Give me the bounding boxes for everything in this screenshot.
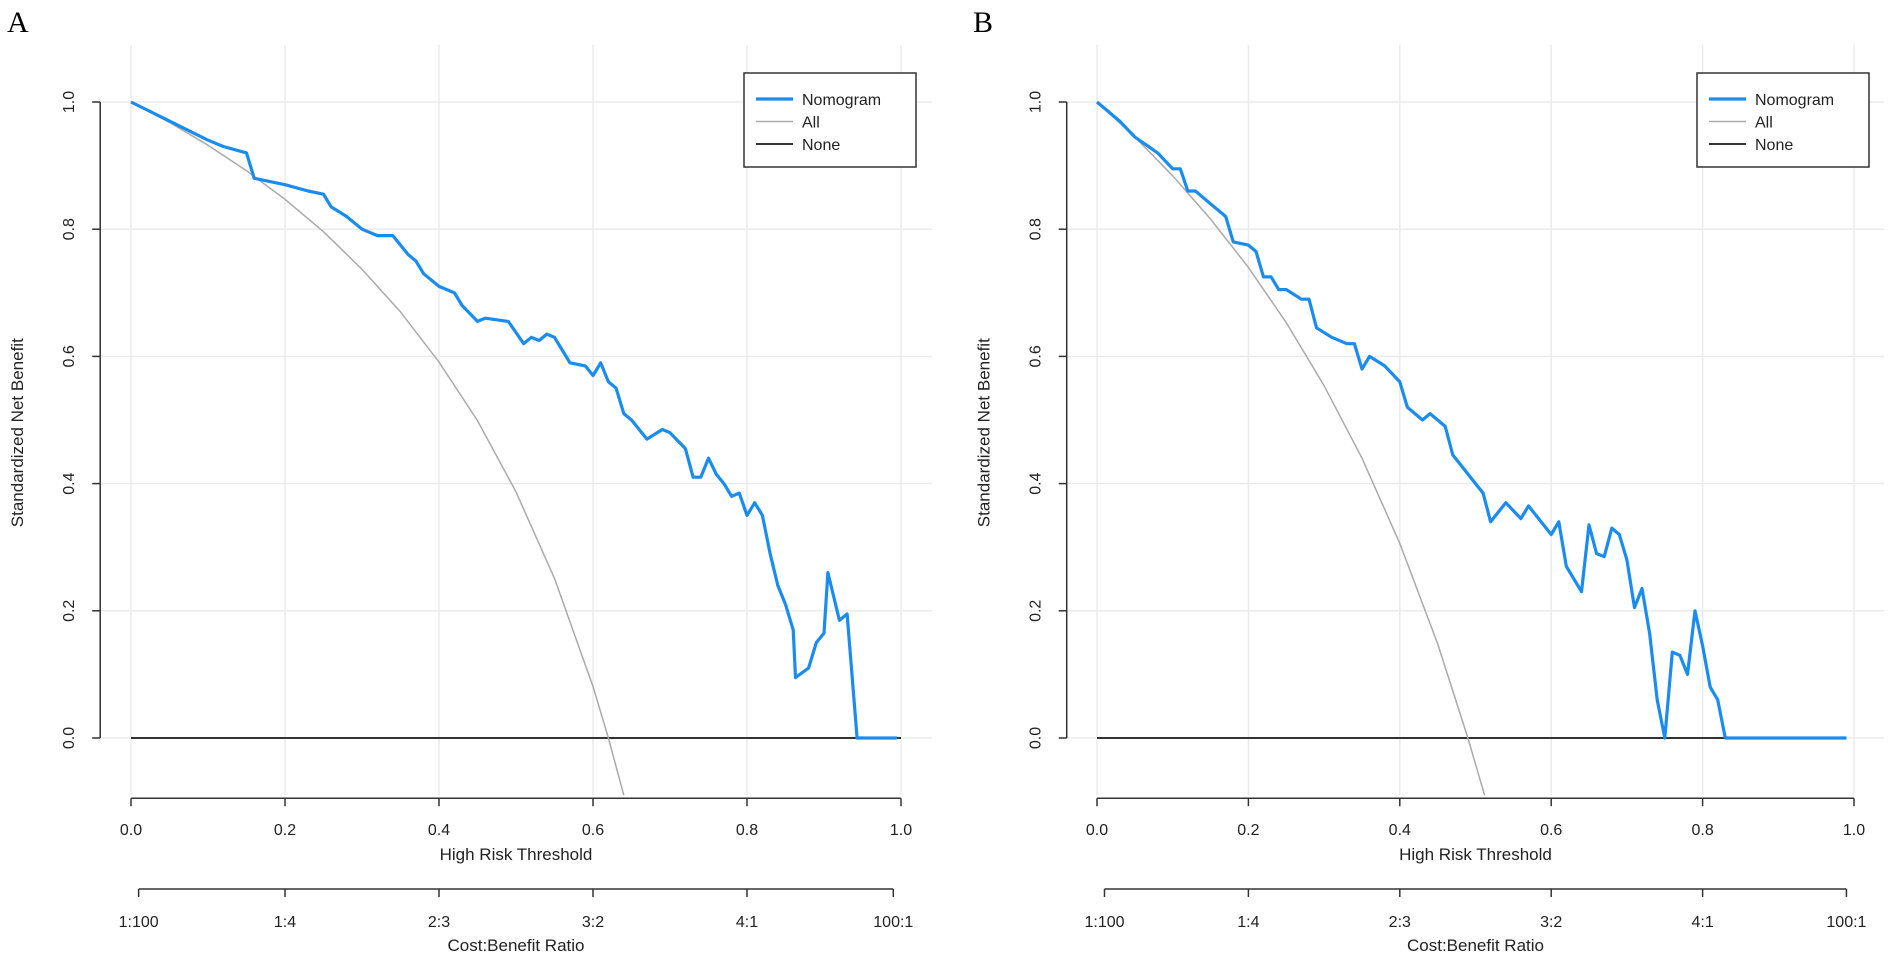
cost-benefit-tick-label: 100:1 bbox=[873, 914, 913, 931]
x-tick-label: 0.4 bbox=[1389, 822, 1411, 839]
x-tick-label: 0.2 bbox=[274, 822, 296, 839]
panel-a: A 0.0 0.2 0.4 0.6 0.8 1.0 Standardized Net Bene… bbox=[7, 6, 932, 955]
legend-box bbox=[1696, 72, 1870, 168]
y-tick-label: 0.6 bbox=[1028, 345, 1045, 367]
panel-b: B 0.0 0.2 0.4 0.6 0.8 1.0 Standardized Net Bene… bbox=[973, 6, 1885, 955]
cost-benefit-tick-label: 2:3 bbox=[428, 914, 450, 931]
y-axis-title: Standardized Net Benefit bbox=[975, 338, 994, 527]
legend-label-nomogram: Nomogram bbox=[1755, 92, 1834, 109]
y-tick-label: 0.2 bbox=[1028, 600, 1045, 622]
x-tick-label: 0.6 bbox=[1540, 822, 1562, 839]
legend-label-all: All bbox=[802, 115, 820, 132]
x-tick-label: 0.8 bbox=[736, 822, 758, 839]
legend-box bbox=[743, 72, 917, 168]
y-tick-label: 0.4 bbox=[61, 472, 78, 494]
y-tick-label: 0.6 bbox=[61, 345, 78, 367]
y-tick-label: 1.0 bbox=[1028, 91, 1045, 113]
cost-benefit-tick-label: 4:1 bbox=[1691, 914, 1713, 931]
series-line-all bbox=[130, 101, 625, 796]
y-tick-label: 0.8 bbox=[1028, 218, 1045, 240]
legend-label-none: None bbox=[802, 137, 840, 154]
x-tick-label: 0.8 bbox=[1691, 822, 1713, 839]
x-tick-label: 0.0 bbox=[1086, 822, 1108, 839]
cost-benefit-tick-label: 100:1 bbox=[1826, 914, 1866, 931]
x-tick-label: 0.4 bbox=[428, 822, 450, 839]
cost-benefit-tick-label: 3:2 bbox=[1540, 914, 1562, 931]
x-tick-label: 0.6 bbox=[582, 822, 604, 839]
legend-label-all: All bbox=[1755, 115, 1773, 132]
cost-benefit-axis-title: Cost:Benefit Ratio bbox=[447, 936, 584, 955]
cost-benefit-tick-label: 3:2 bbox=[582, 914, 604, 931]
legend-label-nomogram: Nomogram bbox=[802, 92, 881, 109]
cost-benefit-tick-label: 1:4 bbox=[274, 914, 296, 931]
y-tick-label: 1.0 bbox=[61, 91, 78, 113]
y-tick-label: 0.0 bbox=[1028, 727, 1045, 749]
x-tick-label: 0.0 bbox=[120, 822, 142, 839]
x-tick-label: 1.0 bbox=[890, 822, 912, 839]
panel-label: B bbox=[973, 6, 993, 39]
x-tick-label: 1.0 bbox=[1843, 822, 1865, 839]
x-axis-title: High Risk Threshold bbox=[1399, 845, 1552, 864]
legend-label-none: None bbox=[1755, 137, 1793, 154]
x-tick-label: 0.2 bbox=[1237, 822, 1259, 839]
y-axis-title: Standardized Net Benefit bbox=[8, 338, 27, 527]
panel-label: A bbox=[7, 6, 29, 39]
cost-benefit-axis-title: Cost:Benefit Ratio bbox=[1407, 936, 1544, 955]
cost-benefit-tick-label: 4:1 bbox=[736, 914, 758, 931]
y-tick-label: 0.2 bbox=[61, 600, 78, 622]
cost-benefit-tick-label: 2:3 bbox=[1389, 914, 1411, 931]
series-line-nomogram bbox=[1095, 100, 1847, 740]
y-tick-label: 0.0 bbox=[61, 727, 78, 749]
series-line-nomogram bbox=[130, 100, 898, 740]
cost-benefit-tick-label: 1:4 bbox=[1237, 914, 1259, 931]
cost-benefit-tick-label: 1:100 bbox=[119, 914, 159, 931]
y-tick-label: 0.8 bbox=[61, 218, 78, 240]
x-axis-title: High Risk Threshold bbox=[440, 845, 593, 864]
y-tick-label: 0.4 bbox=[1028, 472, 1045, 494]
cost-benefit-tick-label: 1:100 bbox=[1084, 914, 1124, 931]
series-line-all bbox=[1096, 101, 1486, 796]
